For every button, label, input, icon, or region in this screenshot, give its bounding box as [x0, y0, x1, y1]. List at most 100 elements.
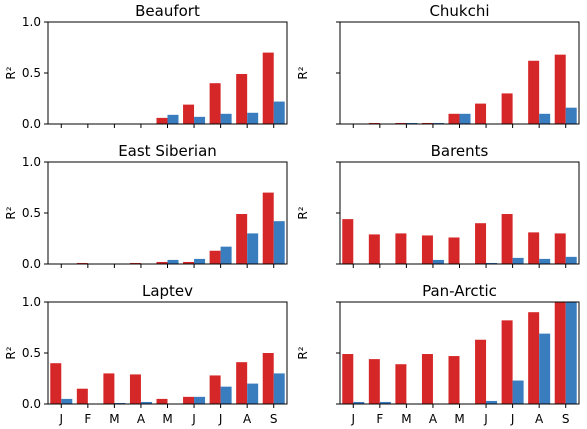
laptev-bar-s2-9: [273, 373, 285, 404]
beaufort-bar-s1-7: [209, 83, 221, 124]
east-siberian-bar-s2-5: [167, 259, 179, 264]
chukchi-axes-frame: [339, 21, 580, 125]
chukchi-bar-s1-5: [448, 113, 460, 124]
chukchi-bar-s2-4: [432, 122, 444, 124]
chukchi-bar-s1-2: [368, 122, 380, 124]
chukchi-bar-s1-4: [421, 122, 433, 124]
east-siberian-bar-s1-9: [262, 192, 274, 264]
pan-arctic-bar-s2-1: [353, 401, 365, 404]
laptev-bar-s1-9: [262, 353, 274, 404]
pan-arctic-xtick-label-6: J: [483, 412, 488, 426]
laptev-xtick-label-6: J: [191, 412, 196, 426]
chukchi-bar-s2-3: [406, 122, 418, 124]
chukchi-bar-s1-3: [395, 122, 407, 124]
chukchi-ylabel: R²: [296, 66, 310, 79]
beaufort-bar-s2-8: [247, 112, 259, 124]
beaufort-axes-frame: [47, 21, 288, 125]
beaufort-bar-s1-6: [183, 104, 195, 124]
beaufort-ytick-label-3: 1.0: [22, 15, 41, 29]
pan-arctic-axes-frame: [339, 301, 580, 405]
pan-arctic-xtick-label-5: M: [454, 412, 464, 426]
barents-ylabel: R²: [296, 206, 310, 219]
east-siberian-bar-s1-5: [156, 261, 168, 264]
pan-arctic-bar-s1-2: [368, 359, 380, 404]
barents-bar-s1-3: [395, 233, 407, 264]
laptev-xtick-label-1: J: [59, 412, 64, 426]
barents-bar-s1-2: [368, 234, 380, 264]
chukchi-bar-s1-8: [528, 60, 540, 124]
barents-title: Barents: [431, 142, 489, 160]
chukchi-bar-s2-9: [565, 107, 577, 124]
east-siberian-bar-s1-4: [129, 262, 141, 264]
east-siberian-bar-s1-8: [236, 214, 248, 264]
pan-arctic-bar-s1-1: [342, 354, 354, 404]
pan-arctic-bar-s2-8: [539, 333, 551, 404]
pan-arctic-bar-s2-7: [512, 380, 524, 404]
barents-bar-s1-5: [448, 237, 460, 264]
beaufort-panel: Beaufort R² 0.0 0.5 1.0: [4, 2, 288, 131]
pan-arctic-bar-s1-4: [421, 354, 433, 404]
beaufort-ytick-label-1: 0.0: [22, 117, 41, 131]
chukchi-bar-s2-5: [459, 113, 471, 124]
pan-arctic-xtick-label-3: M: [401, 412, 411, 426]
laptev-ytick-label-3: 1.0: [22, 295, 41, 309]
laptev-bar-s1-1: [50, 363, 62, 404]
east-siberian-ytick-label-2: 0.5: [22, 206, 41, 220]
beaufort-title: Beaufort: [135, 2, 200, 20]
beaufort-bar-s1-5: [156, 117, 168, 124]
barents-bar-s1-4: [421, 235, 433, 264]
east-siberian-ylabel: R²: [4, 206, 18, 219]
pan-arctic-title: Pan-Arctic: [422, 282, 497, 300]
pan-arctic-bar-s2-6: [486, 400, 498, 404]
pan-arctic-bar-s1-5: [448, 356, 460, 404]
beaufort-bar-s1-8: [236, 74, 248, 124]
laptev-bar-s2-8: [247, 383, 259, 404]
east-siberian-bar-s2-9: [273, 221, 285, 264]
laptev-bar-s2-3: [114, 402, 126, 404]
laptev-bar-s2-7: [220, 386, 232, 404]
pan-arctic-bar-s1-9: [554, 302, 566, 404]
laptev-ytick-label-2: 0.5: [22, 346, 41, 360]
pan-arctic-bar-s1-7: [501, 320, 513, 404]
laptev-xtick-label-9: S: [270, 412, 278, 426]
laptev-bar-s1-7: [209, 375, 221, 404]
beaufort-bar-s2-7: [220, 113, 232, 124]
beaufort-bar-s2-6: [194, 116, 206, 124]
laptev-bar-s1-6: [183, 396, 195, 404]
beaufort-ylabel: R²: [4, 66, 18, 79]
chukchi-bar-s2-8: [539, 113, 551, 124]
barents-bar-s1-1: [342, 219, 354, 264]
laptev-bar-s1-4: [129, 374, 141, 404]
laptev-xtick-label-2: F: [84, 412, 91, 426]
barents-bar-s1-7: [501, 214, 513, 264]
east-siberian-title: East Siberian: [118, 142, 217, 160]
laptev-bar-s1-8: [236, 362, 248, 404]
beaufort-bar-s1-9: [262, 52, 274, 124]
chukchi-bar-s1-7: [501, 93, 513, 124]
pan-arctic-bar-s1-8: [528, 312, 540, 404]
pan-arctic-bar-s1-6: [475, 339, 487, 404]
barents-bar-s2-8: [539, 258, 551, 264]
barents-bar-s2-9: [565, 256, 577, 264]
barents-bar-s1-9: [554, 233, 566, 264]
pan-arctic-panel: Pan-Arctic R² J F M A M J J A S: [296, 282, 580, 426]
chukchi-bar-s1-6: [475, 103, 487, 124]
laptev-bar-s1-5: [156, 398, 168, 404]
laptev-xtick-label-8: A: [243, 412, 252, 426]
barents-bar-s2-6: [486, 262, 498, 264]
beaufort-bar-s2-9: [273, 101, 285, 124]
east-siberian-bar-s1-7: [209, 250, 221, 264]
barents-bar-s1-8: [528, 232, 540, 264]
pan-arctic-bar-s2-2: [379, 401, 391, 404]
beaufort-ytick-label-2: 0.5: [22, 66, 41, 80]
laptev-xtick-label-7: J: [218, 412, 223, 426]
pan-arctic-xtick-label-8: A: [535, 412, 544, 426]
laptev-bar-s2-4: [140, 401, 152, 404]
laptev-axes-frame: [47, 301, 288, 405]
east-siberian-bar-s1-2: [76, 262, 88, 264]
barents-bar-s1-6: [475, 223, 487, 264]
laptev-ylabel: R²: [4, 346, 18, 359]
barents-bar-s2-7: [512, 257, 524, 264]
pan-arctic-xtick-label-2: F: [376, 412, 383, 426]
